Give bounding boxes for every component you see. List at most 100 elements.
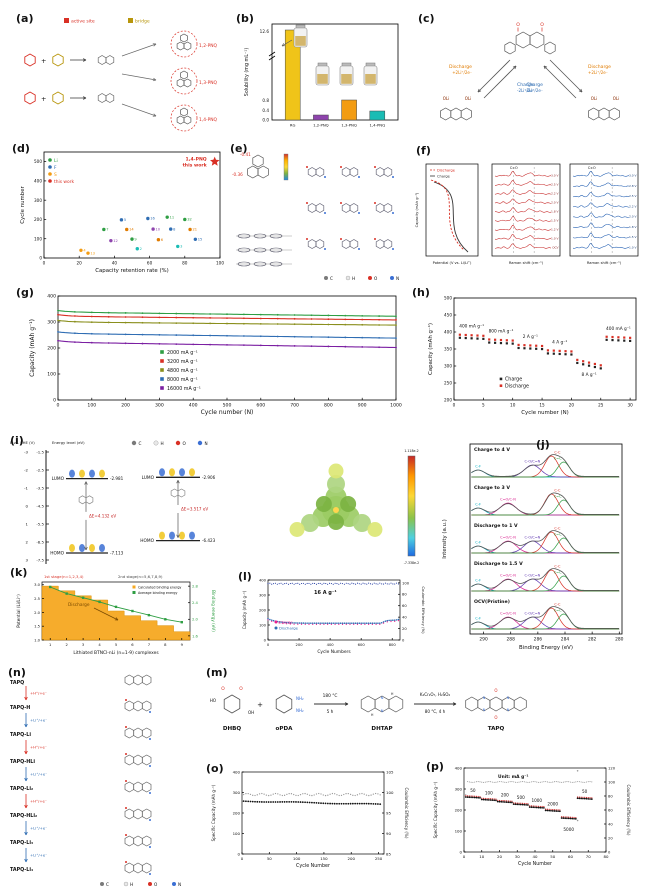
svg-text:-1.5: -1.5 <box>36 450 44 455</box>
svg-text:OCV(Pristine): OCV(Pristine) <box>474 599 510 605</box>
svg-text:C: C <box>330 276 333 281</box>
svg-text:Cycle number: Cycle number <box>20 185 26 223</box>
svg-text:5: 5 <box>482 403 485 408</box>
svg-text:C=O/C-N: C=O/C-N <box>500 536 516 540</box>
panel-b-figure: Solubility (mg mL⁻¹) RG 1,2-PNQ 1,3-PNQ 1,4-… <box>244 23 399 128</box>
svg-text:N: N <box>396 276 399 281</box>
svg-text:NH₂: NH₂ <box>296 708 304 713</box>
svg-text:Discharge: Discharge <box>505 383 529 389</box>
svg-text:TAPQ: TAPQ <box>488 726 505 732</box>
svg-text:700: 700 <box>290 403 299 409</box>
svg-text:RG: RG <box>290 123 296 128</box>
svg-text:300: 300 <box>47 320 56 326</box>
panel-j-label: (j) <box>536 438 550 451</box>
svg-text:Charge to 3 V: Charge to 3 V <box>474 485 510 491</box>
svg-text:0: 0 <box>238 851 241 856</box>
svg-text:Charge: Charge <box>279 620 293 625</box>
svg-text:300: 300 <box>444 364 452 369</box>
svg-text:100: 100 <box>34 236 42 241</box>
svg-text:95: 95 <box>386 810 391 815</box>
svg-text:Cycle Numbers: Cycle Numbers <box>317 649 351 655</box>
svg-text:200: 200 <box>444 398 452 403</box>
svg-text:0.8: 0.8 <box>262 98 269 103</box>
svg-text:C-C: C-C <box>554 565 561 569</box>
svg-text:Intensity (a.u.): Intensity (a.u.) <box>442 519 448 559</box>
svg-text:C=O/C-N: C=O/C-N <box>500 574 516 578</box>
svg-text:F: F <box>54 165 57 171</box>
svg-text:Specific Capacity (mAh g⁻¹): Specific Capacity (mAh g⁻¹) <box>211 784 216 841</box>
svg-text:5 h: 5 h <box>327 709 334 715</box>
svg-text:Charge: Charge <box>505 377 522 383</box>
svg-text:C-C: C-C <box>554 527 561 531</box>
svg-text:0: 0 <box>264 638 267 642</box>
svg-text:Charge: Charge <box>527 82 544 88</box>
svg-text:C: C <box>139 441 142 446</box>
svg-text:C=C: C=C <box>554 571 562 575</box>
svg-text:70: 70 <box>586 854 591 859</box>
svg-text:TAPQ-Li₄: TAPQ-Li₄ <box>10 867 33 873</box>
svg-text:-6.5: -6.5 <box>36 540 44 545</box>
svg-text:400: 400 <box>444 330 452 335</box>
panel-h-figure: 0 5 10 15 20 25 30 200 250 300 350 400 450 500 Cycle n… <box>427 296 637 416</box>
svg-text:80: 80 <box>402 593 407 597</box>
svg-text:4 A g⁻¹: 4 A g⁻¹ <box>552 339 567 345</box>
svg-text:HOMO: HOMO <box>140 538 154 544</box>
svg-text:100: 100 <box>293 856 301 861</box>
svg-text:250: 250 <box>444 381 452 386</box>
svg-text:8: 8 <box>173 227 176 231</box>
svg-text:H: H <box>130 882 133 887</box>
svg-text:2.0 V: 2.0 V <box>551 201 559 205</box>
svg-text:100: 100 <box>233 831 241 836</box>
svg-text:4: 4 <box>83 248 86 252</box>
svg-text:1: 1 <box>49 643 51 647</box>
svg-text:Capacity (mAh g⁻¹): Capacity (mAh g⁻¹) <box>415 192 419 227</box>
svg-text:290: 290 <box>479 637 488 643</box>
svg-text:100: 100 <box>386 790 394 795</box>
svg-text:active site: active site <box>71 19 95 25</box>
svg-text:Discharge: Discharge <box>437 169 456 173</box>
svg-text:20: 20 <box>402 627 407 631</box>
svg-text:Discharge: Discharge <box>449 64 472 70</box>
panel-j-figure: 290 288 286 284 282 280 Binding Energy (eV) Int… <box>442 443 624 651</box>
svg-text:this work: this work <box>54 179 74 185</box>
svg-text:80 °C, 4 h: 80 °C, 4 h <box>425 709 446 714</box>
svg-text:5000: 5000 <box>563 827 574 832</box>
svg-text:-4.5: -4.5 <box>36 504 44 509</box>
svg-text:1.8 V: 1.8 V <box>629 225 637 229</box>
svg-text:60: 60 <box>608 808 613 812</box>
svg-text:+Li⁺/+e⁻: +Li⁺/+e⁻ <box>30 826 47 831</box>
svg-text:Potential (Li/Li⁺): Potential (Li/Li⁺) <box>16 594 21 628</box>
svg-text:300: 300 <box>259 593 267 597</box>
svg-text:N: N <box>178 882 181 887</box>
svg-text:10: 10 <box>156 227 161 231</box>
svg-text:3.0 V: 3.0 V <box>629 174 637 178</box>
svg-text:5: 5 <box>115 643 118 647</box>
svg-text:250: 250 <box>375 856 383 861</box>
svg-text:600: 600 <box>256 403 265 409</box>
svg-text:H: H <box>371 713 374 717</box>
svg-text:80: 80 <box>182 261 188 266</box>
svg-text:50: 50 <box>582 789 588 794</box>
svg-text:C-C: C-C <box>554 451 561 455</box>
svg-text:80: 80 <box>604 854 609 859</box>
svg-text:100: 100 <box>87 403 96 409</box>
svg-text:6: 6 <box>161 238 164 242</box>
svg-text:+2Li⁺/2e⁻: +2Li⁺/2e⁻ <box>452 70 472 75</box>
svg-text:500: 500 <box>444 296 452 301</box>
svg-text:H: H <box>391 692 394 696</box>
svg-text:-2.5: -2.5 <box>36 468 44 473</box>
svg-text:Potential (V vs. Li/Li⁺): Potential (V vs. Li/Li⁺) <box>433 261 472 265</box>
panel-m-label: (m) <box>206 666 228 679</box>
panel-g-figure: 0 100 200 300 400 500 600 700 800 900 1000 0 100 200 3… <box>29 294 402 416</box>
panel-k-figure: 1.0 1.5 2.0 2.5 3.0 1.6 2.0 2.4 2.8 1 2 3 4 5 6 7 8 9 Lith… <box>16 574 216 656</box>
svg-text:9: 9 <box>181 643 184 647</box>
svg-text:LUMO: LUMO <box>52 476 65 482</box>
svg-text:2: 2 <box>140 247 142 251</box>
svg-text:8: 8 <box>164 643 167 647</box>
svg-text:288: 288 <box>507 637 516 643</box>
panel-f-figure: Capacity (mAh g⁻¹) Potential (V vs. Li/Li… <box>415 163 639 265</box>
svg-text:2: 2 <box>65 643 67 647</box>
svg-text:1: 1 <box>26 522 29 527</box>
svg-text:400: 400 <box>47 294 56 300</box>
svg-text:1.5 V: 1.5 V <box>551 219 559 223</box>
